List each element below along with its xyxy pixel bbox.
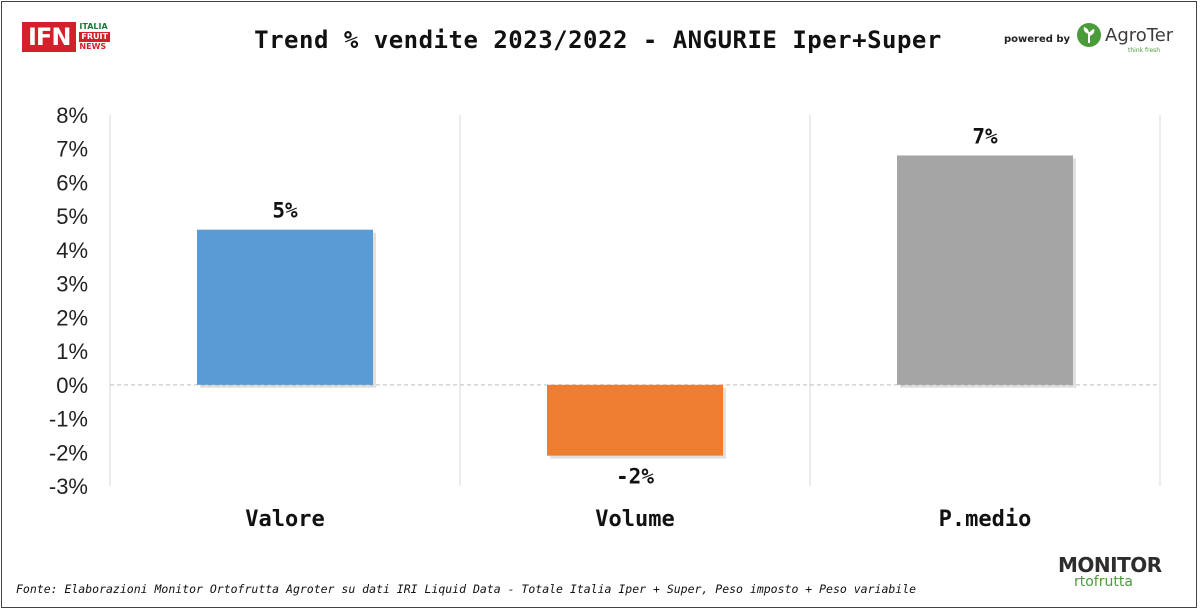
y-tick-label: 4% — [56, 238, 88, 263]
y-tick-label: 8% — [56, 103, 88, 128]
y-tick-label: 1% — [56, 339, 88, 364]
agroter-name: AgroTer — [1105, 24, 1174, 46]
ifn-logo: IFN ITALIA FRUIT NEWS — [22, 22, 110, 52]
ifn-logo-sub: ITALIA FRUIT NEWS — [79, 22, 110, 52]
agroter-tagline: think fresh — [1128, 47, 1161, 54]
y-tick-label: -2% — [49, 440, 88, 465]
ifn-logo-line1: ITALIA — [79, 22, 108, 31]
y-tick-label: 5% — [56, 204, 88, 229]
monitor-logo-top: MONITOR — [1058, 553, 1162, 577]
bar-pmedio — [897, 155, 1073, 385]
ifn-logo-line3: NEWS — [79, 42, 107, 51]
ifn-logo-line2: FRUIT — [79, 32, 110, 42]
data-label: 5% — [272, 199, 298, 223]
monitor-logo-bottom: rtofrutta — [1074, 574, 1133, 590]
y-tick-label: 7% — [56, 137, 88, 162]
agroter-logo: AgroTer — [1076, 22, 1173, 48]
bar-volume — [547, 384, 723, 456]
monitor-ortofrutta-logo: MONITOR rtofrutta — [1058, 555, 1182, 597]
data-label: 7% — [972, 124, 998, 148]
x-category-label: Volume — [595, 507, 674, 532]
powered-by-label: powered by — [1004, 34, 1071, 45]
x-category-label: P.medio — [939, 507, 1032, 532]
chart-title: Trend % vendite 2023/2022 - ANGURIE Iper… — [254, 26, 942, 54]
data-label: -2% — [616, 465, 654, 489]
y-tick-label: 2% — [56, 305, 88, 330]
x-category-label: Valore — [245, 507, 324, 532]
y-tick-label: -1% — [49, 407, 88, 432]
agroter-leaf-icon — [1077, 23, 1101, 47]
y-tick-label: 0% — [56, 373, 88, 398]
y-tick-label: 3% — [56, 272, 88, 297]
y-tick-label: 6% — [56, 170, 88, 195]
ifn-logo-main: IFN — [22, 22, 77, 52]
y-tick-label: -3% — [49, 474, 88, 499]
bar-valore — [197, 229, 373, 385]
source-note: Fonte: Elaborazioni Monitor Ortofrutta A… — [16, 582, 917, 596]
